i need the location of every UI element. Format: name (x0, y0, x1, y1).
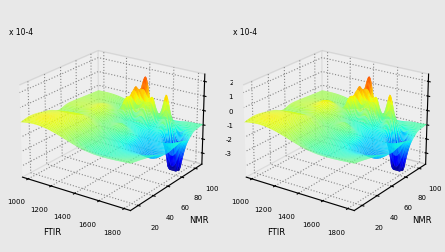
X-axis label: FTIR: FTIR (44, 228, 61, 237)
Text: x 10-4: x 10-4 (233, 28, 257, 37)
Y-axis label: NMR: NMR (413, 216, 432, 225)
Y-axis label: NMR: NMR (189, 216, 208, 225)
Text: x 10-4: x 10-4 (9, 28, 33, 37)
X-axis label: FTIR: FTIR (267, 228, 285, 237)
